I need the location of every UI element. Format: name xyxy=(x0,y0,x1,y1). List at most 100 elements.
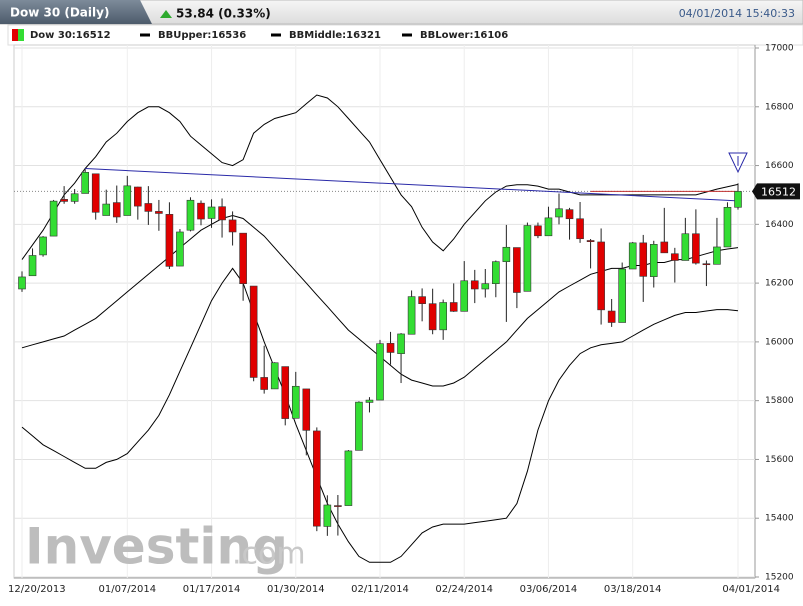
candle-body xyxy=(49,200,58,237)
candle-body xyxy=(155,211,163,214)
x-tick-label: 03/18/2014 xyxy=(604,584,662,595)
candle-body xyxy=(407,296,416,335)
candle-body xyxy=(439,302,447,331)
candle-body xyxy=(692,233,700,264)
drawn-line xyxy=(85,167,739,202)
x-tick-label: 01/07/2014 xyxy=(98,584,156,595)
header-tab xyxy=(0,0,152,24)
candle-body xyxy=(555,208,563,218)
candle-body xyxy=(102,203,111,216)
candle-body xyxy=(249,285,258,378)
candle-body xyxy=(628,242,637,270)
candle-body xyxy=(470,280,479,290)
legend: Dow 30:16512 BBUpper:16536 BBMiddle:16321 B… xyxy=(30,30,508,41)
candle-body xyxy=(239,232,247,284)
candle-body xyxy=(334,505,342,507)
band-line xyxy=(21,267,739,563)
y-tick-label: 16800 xyxy=(765,102,794,112)
candle-body xyxy=(660,241,669,254)
header-title: Dow 30 (Daily) xyxy=(10,6,109,20)
candle-body xyxy=(502,246,511,262)
candle-body xyxy=(176,231,184,267)
candle-body xyxy=(586,240,595,242)
y-tick-label: 16000 xyxy=(765,337,794,347)
y-tick-label: 16600 xyxy=(765,161,794,171)
candle-body xyxy=(513,247,521,293)
candle-body xyxy=(597,241,605,311)
candle-body xyxy=(355,401,363,451)
candle-body xyxy=(649,244,658,277)
candle-body xyxy=(565,209,574,220)
legend-icon-down xyxy=(12,29,18,41)
candle-body xyxy=(481,283,490,290)
legend-label: Dow 30:16512 xyxy=(30,30,111,41)
candle-body xyxy=(713,246,721,265)
candle-body xyxy=(344,450,353,506)
candle-body xyxy=(376,343,384,401)
legend-label: BBMiddle:16321 xyxy=(289,30,381,41)
candle-body xyxy=(134,186,142,207)
watermark-suffix: .com xyxy=(232,537,306,572)
candle-body xyxy=(428,303,437,331)
legend-icon-up xyxy=(18,29,24,41)
candle-body xyxy=(418,296,426,304)
up-arrow xyxy=(160,10,172,18)
candle-body xyxy=(81,172,89,194)
x-tick-label: 01/17/2014 xyxy=(183,584,241,595)
candle-body xyxy=(302,388,311,431)
y-tick-label: 15600 xyxy=(765,455,794,465)
candle-body xyxy=(492,261,500,284)
y-tick-label: 15200 xyxy=(765,573,794,583)
header-change: 53.84 (0.33%) xyxy=(176,7,271,21)
candle-body xyxy=(123,185,132,216)
candle-body xyxy=(702,263,711,266)
y-tick-label: 15800 xyxy=(765,396,794,406)
candle-body xyxy=(218,206,226,221)
x-tick-label: 02/24/2014 xyxy=(435,584,493,595)
candle-body xyxy=(365,399,374,403)
x-tick-label: 12/20/2013 xyxy=(8,584,66,595)
candle-body xyxy=(60,199,68,202)
candle-body xyxy=(534,225,542,237)
candle-body xyxy=(18,276,26,290)
candle-body xyxy=(165,214,174,267)
candle-body xyxy=(397,333,405,354)
candle-body xyxy=(186,199,195,231)
candle-body xyxy=(523,225,532,292)
candle-body xyxy=(270,362,279,390)
candle-body xyxy=(544,217,553,237)
candle-body xyxy=(260,377,268,390)
candle-body xyxy=(460,280,469,312)
x-tick-label: 04/01/2014 xyxy=(722,584,780,595)
x-tick-label: 01/30/2014 xyxy=(267,584,325,595)
candle-body xyxy=(323,504,332,527)
candle-body xyxy=(618,268,626,323)
candle-body xyxy=(207,206,216,219)
watermark-main: Investing xyxy=(25,518,288,576)
candle-body xyxy=(28,255,37,277)
x-tick-label: 03/06/2014 xyxy=(520,584,578,595)
y-tick-label: 16200 xyxy=(765,279,794,289)
y-tick-label: 15400 xyxy=(765,514,794,524)
candle-body xyxy=(449,302,458,312)
candle-body xyxy=(671,253,679,261)
candle-body xyxy=(386,343,395,353)
candle-body xyxy=(734,191,742,208)
candle-body xyxy=(39,236,47,256)
y-tick-label: 16400 xyxy=(765,220,794,230)
candle-body xyxy=(723,206,732,248)
legend-label: BBUpper:16536 xyxy=(158,30,246,41)
candle-body xyxy=(197,202,205,220)
candle-body xyxy=(313,430,321,527)
x-tick-label: 02/11/2014 xyxy=(351,584,409,595)
candle-body xyxy=(91,173,100,213)
candle-body xyxy=(70,193,79,202)
legend-label: BBLower:16106 xyxy=(420,30,508,41)
candle-body xyxy=(281,366,290,419)
candle-body xyxy=(112,202,121,218)
price-box xyxy=(752,183,800,200)
candle-body xyxy=(639,242,648,277)
candle-body xyxy=(291,385,300,419)
